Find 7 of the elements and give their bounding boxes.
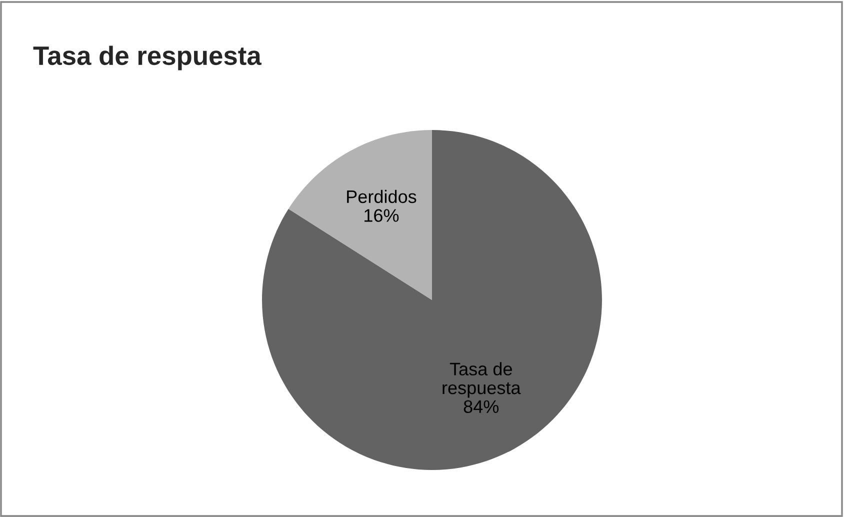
chart-title: Tasa de respuesta — [33, 46, 262, 70]
data-label: 16% — [364, 209, 399, 222]
slice-label: Perdidos — [347, 190, 416, 204]
pie-slice — [288, 130, 432, 300]
slice-label: Tasa de respuesta — [442, 362, 521, 398]
data-label: 84% — [464, 400, 499, 414]
pie-slice — [262, 130, 602, 470]
